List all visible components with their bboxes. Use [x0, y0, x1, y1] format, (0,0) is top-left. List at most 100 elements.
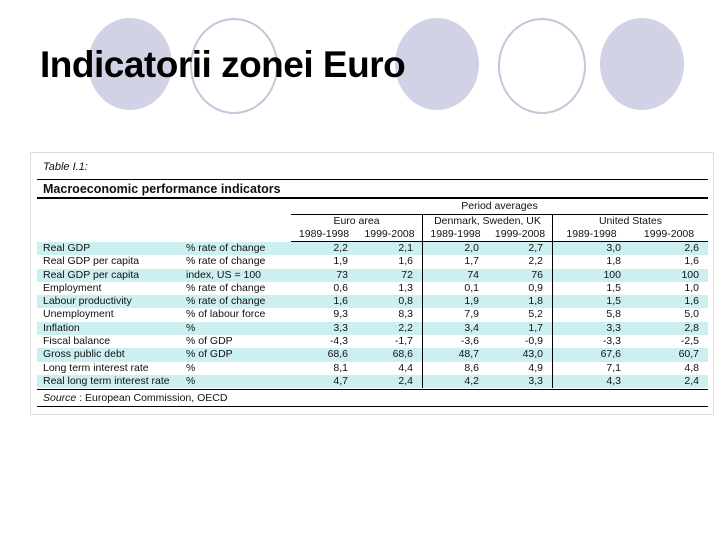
value-cell: 4,7 [333, 374, 348, 387]
indicator-cell: Long term interest rate [43, 361, 149, 374]
value-cell: 2,2 [488, 255, 553, 269]
decor-circle-outline-2 [498, 18, 586, 114]
value-cell: 4,8 [684, 361, 699, 374]
value-cell: 72 [357, 268, 423, 282]
value-cell: 1,6 [357, 255, 423, 269]
value-cell: 1,8 [488, 295, 553, 309]
value-cell: 7,9 [464, 308, 479, 321]
slide-title: Indicatorii zonei Euro [40, 44, 406, 85]
table-caption: Table I.1: [43, 161, 88, 173]
unit-cell: % rate of change [186, 281, 266, 294]
indicator-cell: Employment [43, 281, 102, 294]
value-cell: 2,2 [333, 242, 348, 254]
rule [37, 197, 708, 199]
indicator-cell: Unemployment [43, 308, 114, 321]
value-cell: 4,2 [464, 374, 479, 387]
value-cell: 9,3 [333, 308, 348, 321]
value-cell: 8,1 [333, 361, 348, 374]
rule [37, 179, 708, 180]
period-label: 1989-1998 [430, 228, 481, 240]
macro-indicators-table: Table I.1: Macroeconomic performance ind… [30, 152, 714, 415]
value-cell: -2,5 [680, 335, 699, 348]
rule [291, 214, 708, 215]
unit-cell: % of GDP [186, 348, 233, 361]
value-cell: 100 [603, 268, 621, 281]
value-cell: 2,8 [684, 321, 699, 334]
unit-cell: % of GDP [186, 335, 233, 348]
value-cell: 2,0 [464, 242, 479, 254]
unit-cell: % rate of change [186, 295, 266, 308]
source-note: Source : European Commission, OECD [43, 392, 227, 404]
unit-cell: % [186, 374, 196, 387]
value-cell: 1,7 [488, 321, 553, 336]
value-cell: 2,7 [488, 242, 553, 256]
decor-circle-filled-1 [88, 18, 172, 110]
value-cell: 4,9 [488, 361, 553, 375]
value-cell: 8,3 [357, 308, 423, 322]
period-label: 1989-1998 [566, 228, 617, 240]
value-cell: 3,4 [464, 321, 479, 334]
period-label: 1999-2008 [488, 228, 553, 241]
rule [37, 389, 708, 390]
table-row: Long term interest rate% 8,1 4,4 8,6 4,9 7,1 4… [37, 361, 708, 375]
period-averages-header: Period averages [461, 200, 538, 212]
value-cell: 3,3 [606, 321, 621, 334]
unit-cell: % rate of change [186, 255, 266, 268]
column-group-euro-area: Euro area [291, 215, 423, 228]
column-group-dk-se-uk: Denmark, Sweden, UK [423, 215, 553, 228]
indicator-cell: Real GDP per capita [43, 255, 140, 268]
value-cell: 2,2 [357, 321, 423, 336]
value-cell: 100 [681, 268, 699, 281]
table-row: Real GDP per capita index, US = 100 73 72 74… [37, 268, 708, 282]
table-row: Real GDP % rate of change 2,2 2,1 2,0 2,7 3,0 2… [37, 242, 708, 256]
value-cell: 1,5 [606, 295, 621, 308]
value-cell: 7,1 [606, 361, 621, 374]
decor-circle-outline-1 [190, 18, 278, 114]
value-cell: 1,6 [684, 295, 699, 308]
value-cell: 67,6 [600, 348, 621, 361]
period-label: 1989-1998 [298, 228, 350, 240]
unit-cell: % [186, 321, 196, 334]
value-cell: 5,2 [488, 308, 553, 322]
table-body: Real GDP % rate of change 2,2 2,1 2,0 2,7 3,0 2… [37, 242, 708, 389]
table-row: Fiscal balance % of GDP -4,3 -1,7 -3,6 -0,9 -3… [37, 335, 708, 349]
value-cell: 5,0 [684, 308, 699, 321]
value-cell: 1,0 [684, 281, 699, 294]
unit-cell: % [186, 361, 196, 374]
value-cell: 3,3 [333, 321, 348, 334]
table-row: Inflation% 3,3 2,2 3,4 1,7 3,3 2,8 [37, 321, 708, 336]
value-cell: 0,8 [357, 295, 423, 309]
value-cell: -4,3 [329, 335, 348, 348]
value-cell: 4,3 [606, 374, 621, 387]
value-cell: 76 [488, 268, 553, 282]
value-cell: 68,6 [357, 348, 423, 362]
value-cell: 1,6 [333, 295, 348, 308]
value-cell: 3,3 [488, 374, 553, 389]
value-cell: 0,1 [464, 281, 479, 294]
column-group-row: Euro area Denmark, Sweden, UK United Sta… [291, 215, 708, 228]
decor-circle-filled-2 [395, 18, 479, 110]
value-cell: -0,9 [488, 335, 553, 349]
indicator-cell: Labour productivity [43, 295, 132, 308]
column-group-united-states: United States [598, 215, 663, 227]
indicator-cell: Real GDP [43, 242, 91, 254]
value-cell: 73 [336, 268, 348, 281]
indicator-cell: Fiscal balance [43, 335, 111, 348]
value-cell: -1,7 [357, 335, 423, 349]
period-label: 1999-2008 [357, 228, 423, 241]
source-label: Source [43, 392, 77, 404]
source-text: : European Commission, OECD [76, 392, 228, 404]
table-row: Employment % rate of change 0,6 1,3 0,1 0,9 1,… [37, 281, 708, 296]
unit-cell: % rate of change [186, 242, 266, 254]
table-row: Gross public debt % of GDP 68,6 68,6 48,7 43,… [37, 348, 708, 362]
decor-circle-filled-3 [600, 18, 684, 110]
value-cell: 8,6 [464, 361, 479, 374]
unit-cell: % of labour force [186, 308, 266, 321]
value-cell: 2,1 [357, 242, 423, 256]
value-cell: 68,6 [327, 348, 348, 361]
indicator-cell: Inflation [43, 321, 80, 334]
indicator-cell: Real GDP per capita [43, 268, 140, 281]
value-cell: -3,3 [602, 335, 621, 348]
value-cell: 1,8 [606, 255, 621, 268]
table-title: Macroeconomic performance indicators [43, 182, 281, 196]
